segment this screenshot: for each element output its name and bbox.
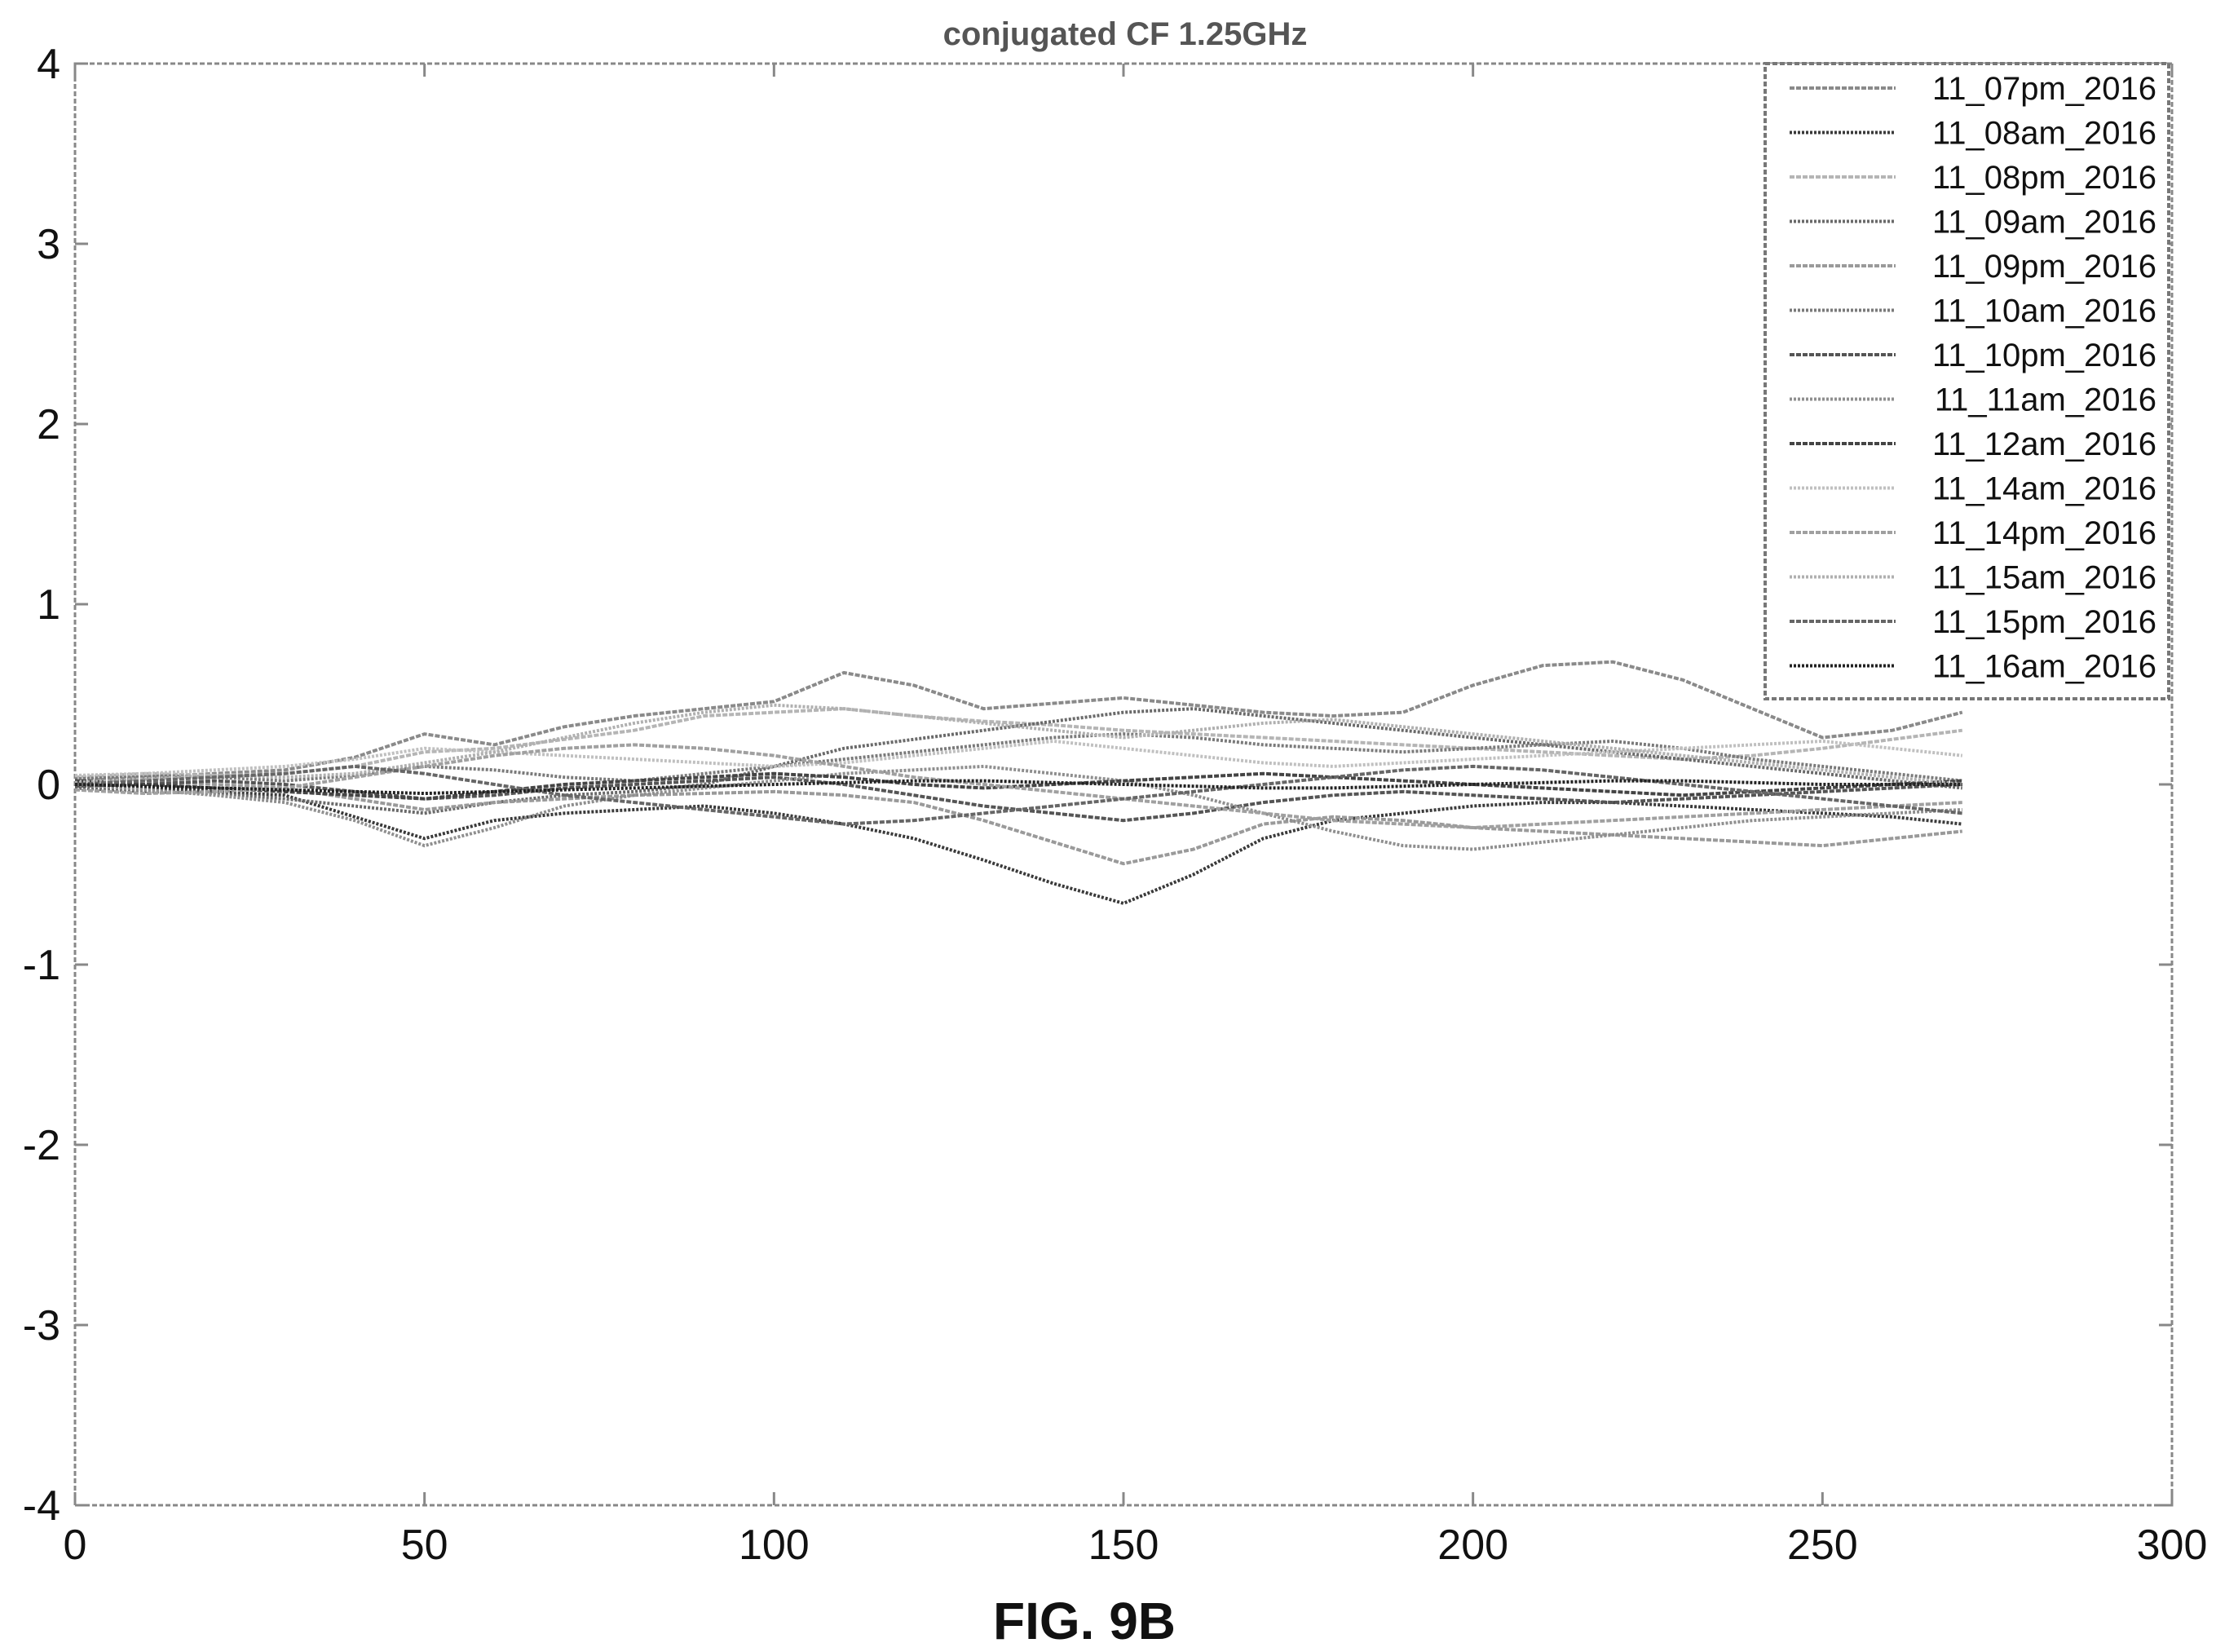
y-tick-label: -2 [23, 1122, 60, 1169]
x-tick-label: 150 [1088, 1522, 1159, 1569]
chart-title: conjugated CF 1.25GHz [943, 16, 1308, 52]
legend-entry: 11_10pm_2016 [1932, 338, 2156, 373]
x-tick-label: 250 [1787, 1522, 1858, 1569]
legend-entry: 11_07pm_2016 [1932, 71, 2156, 107]
x-axis: 0 50 100 150 200 250 300 [64, 64, 2208, 1569]
legend-entry: 11_12am_2016 [1932, 426, 2156, 462]
x-tick-label: 200 [1437, 1522, 1508, 1569]
series-line-11_09pm_2016 [74, 779, 1963, 866]
legend-entry: 11_09am_2016 [1932, 205, 2156, 241]
series-line-11_16am_2016 [74, 779, 1962, 796]
y-tick-label: 4 [37, 41, 60, 88]
y-tick-label: 1 [37, 581, 60, 629]
x-tick-label: 50 [401, 1522, 448, 1569]
y-tick-label: 2 [37, 401, 60, 448]
series-line-11_15pm_2016 [74, 764, 1963, 826]
y-tick-label: -4 [23, 1482, 60, 1530]
legend-entry: 11_14pm_2016 [1932, 515, 2156, 551]
legend: 11_07pm_2016 11_08am_2016 11_08pm_2016 11_0… [1764, 62, 2170, 700]
series-line-11_09am_2016 [74, 707, 1963, 815]
y-tick-label: 0 [37, 762, 60, 809]
legend-entry: 11_15am_2016 [1932, 560, 2156, 596]
legend-entry: 11_09pm_2016 [1932, 249, 2156, 285]
series-line-11_14pm_2016 [74, 743, 1962, 830]
series-lines [74, 660, 1963, 905]
y-tick-label: -3 [23, 1302, 60, 1349]
legend-entry: 11_14am_2016 [1932, 471, 2156, 507]
x-tick-label: 300 [2137, 1522, 2208, 1569]
legend-entry: 11_16am_2016 [1932, 649, 2156, 685]
legend-box [1764, 62, 2170, 700]
y-axis: 4 3 2 1 0 -1 -2 -3 -4 [23, 41, 2172, 1530]
series-line-11_08pm_2016 [74, 707, 1963, 780]
y-tick-label: -1 [23, 942, 60, 989]
legend-entry: 11_10am_2016 [1932, 294, 2156, 329]
x-tick-label: 0 [64, 1522, 87, 1569]
y-tick-label: 3 [37, 221, 60, 268]
legend-entry: 11_11am_2016 [1935, 382, 2156, 418]
series-line-11_12am_2016 [74, 771, 1962, 801]
legend-entry: 11_15pm_2016 [1932, 604, 2156, 640]
series-line-11_11am_2016 [74, 764, 1962, 851]
legend-entry: 11_08pm_2016 [1932, 160, 2156, 196]
figure-label: FIG. 9B [993, 1592, 1176, 1650]
series-line-11_14am_2016 [74, 739, 1963, 777]
series-line-11_08am_2016 [74, 783, 1963, 905]
series-line-11_15am_2016 [74, 703, 1963, 786]
x-tick-label: 100 [739, 1522, 810, 1569]
legend-entry: 11_08am_2016 [1932, 116, 2156, 152]
series-line-11_07pm_2016 [74, 660, 1963, 783]
